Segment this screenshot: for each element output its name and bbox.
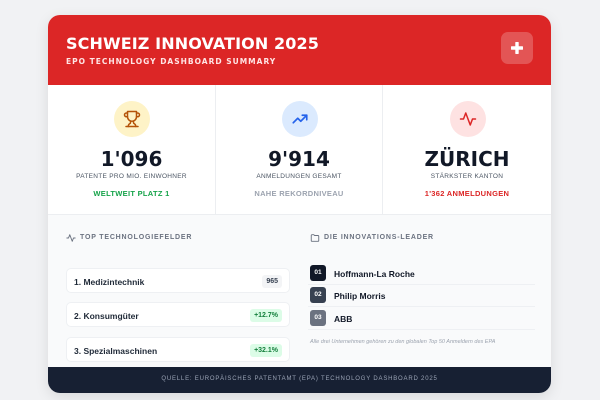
tech-name: 1. Medizintechnik — [74, 277, 145, 287]
source-note: QUELLE: EUROPÄISCHES PATENTAMT (EPA) TEC… — [161, 376, 438, 382]
stat-note: WELTWEIT PLATZ 1 — [93, 189, 170, 198]
stat-patents-per-capita: 1'096 PATENTE PRO MIO. EINWOHNER WELTWEI… — [48, 85, 215, 215]
leader-rank: 01 — [310, 265, 326, 281]
stat-strongest-canton: ZÜRICH STÄRKSTER KANTON 1'362 ANMELDUNGE… — [382, 85, 551, 215]
tech-list-item[interactable]: 1. Medizintechnik 965 — [66, 268, 290, 293]
leader-name: Hoffmann-La Roche — [334, 269, 415, 279]
leader-name: Philip Morris — [334, 291, 386, 301]
page-title: SCHWEIZ INNOVATION 2025 — [66, 34, 319, 53]
tech-list-item[interactable]: 2. Konsumgüter +12.7% — [66, 302, 290, 327]
leader-rank: 03 — [310, 310, 326, 326]
stat-value: 9'914 — [268, 147, 330, 171]
leader-list-item[interactable]: 03 ABB — [308, 308, 535, 330]
activity-icon — [459, 112, 477, 126]
pulse-icon — [66, 234, 76, 242]
dashboard-card: SCHWEIZ INNOVATION 2025 EPO TECHNOLOGY D… — [48, 15, 551, 393]
stat-label: ANMELDUNGEN GESAMT — [256, 173, 342, 180]
stat-total-applications: 9'914 ANMELDUNGEN GESAMT NAHE REKORDNIVE… — [215, 85, 382, 215]
stat-note: 1'362 ANMELDUNGEN — [424, 189, 510, 198]
tech-name: 2. Konsumgüter — [74, 311, 139, 321]
trending-up-icon — [292, 114, 308, 124]
stat-value: ZÜRICH — [424, 147, 510, 171]
stat-note: NAHE REKORDNIVEAU — [254, 189, 344, 198]
tech-name: 3. Spezialmaschinen — [74, 346, 158, 356]
tech-badge: 965 — [262, 275, 282, 288]
details-section: TOP TECHNOLOGIEFELDER 1. Medizintechnik … — [48, 215, 551, 367]
footer: QUELLE: EUROPÄISCHES PATENTAMT (EPA) TEC… — [48, 367, 551, 393]
header: SCHWEIZ INNOVATION 2025 EPO TECHNOLOGY D… — [48, 15, 551, 85]
stat-label: STÄRKSTER KANTON — [430, 173, 504, 180]
trophy-icon-circle — [114, 101, 150, 137]
section-title-text: DIE INNOVATIONS-LEADER — [324, 234, 434, 241]
leader-name: ABB — [334, 314, 353, 324]
folder-icon — [310, 234, 320, 242]
trophy-icon — [123, 110, 141, 128]
trending-icon-circle — [282, 101, 318, 137]
tech-badge: +12.7% — [250, 309, 282, 322]
leader-rank: 02 — [310, 287, 326, 303]
leaders-footnote: Alle drei Unternehmen gehören zu den glo… — [310, 339, 496, 345]
page-subtitle: EPO TECHNOLOGY DASHBOARD SUMMARY — [66, 57, 277, 66]
plus-icon — [511, 42, 523, 54]
stats-row: 1'096 PATENTE PRO MIO. EINWOHNER WELTWEI… — [48, 85, 551, 215]
tech-list-item[interactable]: 3. Spezialmaschinen +32.1% — [66, 337, 290, 362]
stat-value: 1'096 — [100, 147, 163, 171]
leader-list-item[interactable]: 02 Philip Morris — [308, 285, 535, 307]
activity-icon-circle — [450, 101, 486, 137]
stat-label: PATENTE PRO MIO. EINWOHNER — [76, 173, 187, 180]
add-button[interactable] — [501, 32, 533, 64]
tech-badge: +32.1% — [250, 344, 282, 357]
section-title-text: TOP TECHNOLOGIEFELDER — [80, 234, 193, 241]
leader-list-item[interactable]: 01 Hoffmann-La Roche — [308, 263, 535, 285]
